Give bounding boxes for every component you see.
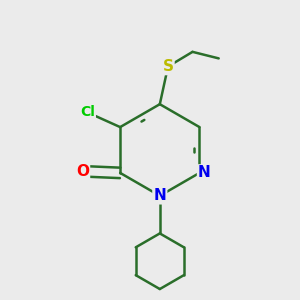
Text: O: O bbox=[76, 164, 89, 179]
Text: Cl: Cl bbox=[80, 105, 95, 119]
Text: N: N bbox=[153, 188, 166, 203]
Text: N: N bbox=[198, 165, 211, 180]
Text: S: S bbox=[163, 59, 173, 74]
